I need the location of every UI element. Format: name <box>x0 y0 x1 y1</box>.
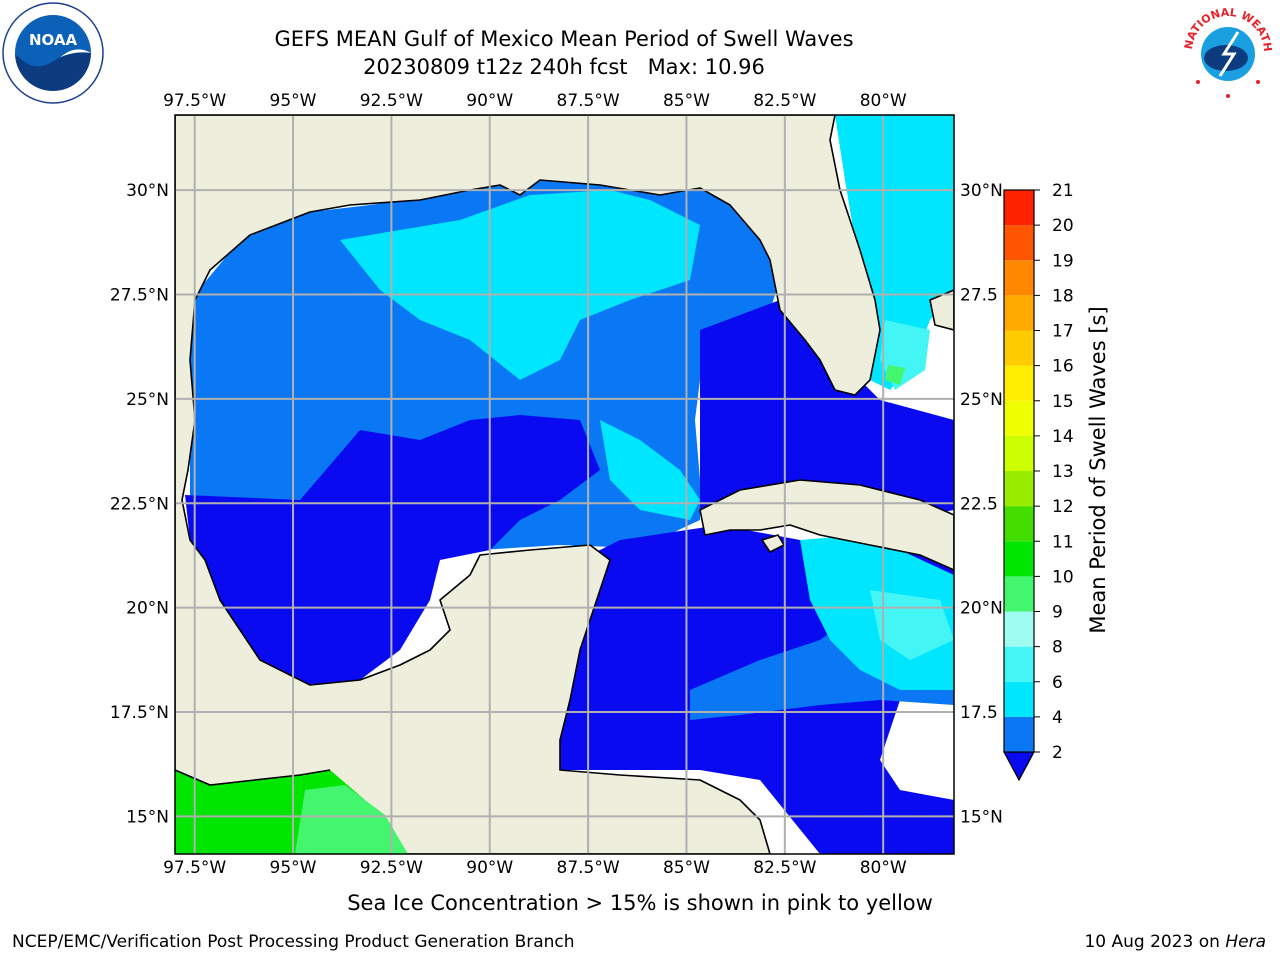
lat-label: 25°N <box>126 390 169 410</box>
lat-label: 22.5°N <box>110 494 169 514</box>
land-us-mexico <box>175 115 881 854</box>
lon-label: 82.5°W <box>753 91 816 111</box>
colorbar-tick-label: 15 <box>1052 392 1074 412</box>
colorbar-segment <box>1004 400 1034 436</box>
colorbar-tick-label: 8 <box>1052 638 1063 658</box>
field-4-6s-west <box>340 190 700 380</box>
lon-label: 82.5°W <box>753 858 816 878</box>
lat-label: 25°N <box>960 390 1003 410</box>
colorbar-label: Mean Period of Swell Waves [s] <box>1086 306 1110 633</box>
graticule <box>175 115 954 854</box>
colorbar-segment <box>1004 295 1034 331</box>
footer-credit: NCEP/EMC/Verification Post Processing Pr… <box>12 932 575 952</box>
noaa-logo: NOAA <box>2 2 104 104</box>
colorbar-extend-min <box>1002 751 1036 782</box>
colorbar-tick-label: 4 <box>1052 708 1063 728</box>
lat-label: 20°N <box>126 599 169 619</box>
nws-logo-icon: NATIONAL WEATHER SERVICE <box>1174 0 1276 100</box>
field-0-2s-north-gom <box>700 300 954 520</box>
field-6-8s <box>870 320 954 660</box>
lat-label: 15°N <box>960 807 1003 827</box>
lon-label: 92.5°W <box>360 91 423 111</box>
footer-date-text: 10 Aug 2023 on <box>1084 932 1226 952</box>
lon-labels-bottom: 97.5°W 95°W 92.5°W 90°W 87.5°W 85°W 82.5°W 80°W <box>163 858 907 878</box>
colorbar-segment <box>1004 435 1034 471</box>
lon-label: 97.5°W <box>163 91 226 111</box>
lat-label: 27.5°N <box>110 286 169 306</box>
lon-label: 87.5°W <box>557 858 620 878</box>
colorbar-tick-label: 17 <box>1052 322 1074 342</box>
lat-label: 30°N <box>126 181 169 201</box>
colorbar-segment <box>1004 576 1034 612</box>
colorbar-tick-label: 19 <box>1052 251 1074 271</box>
lon-label: 80°W <box>860 91 907 111</box>
field-9-10s <box>885 365 905 385</box>
field-4-6s-yucatan <box>600 420 700 520</box>
lon-label: 87.5°W <box>557 91 620 111</box>
colorbar-tick-label: 12 <box>1052 497 1074 517</box>
lat-label: 22.5 <box>960 494 998 514</box>
colorbar: 2 4 6 8 9 10 11 12 13 14 15 16 17 18 19 20 21 <box>1002 181 1074 782</box>
lat-labels-left: 30°N 27.5°N 25°N 22.5°N 20°N 17.5°N 15°N <box>110 181 169 827</box>
colorbar-tick-label: 13 <box>1052 462 1074 482</box>
colorbar-tick-label: 2 <box>1052 743 1063 763</box>
lat-label: 17.5°N <box>110 703 169 723</box>
lon-label: 90°W <box>466 858 513 878</box>
colorbar-segment <box>1004 471 1034 507</box>
lon-label: 97.5°W <box>163 858 226 878</box>
lat-label: 30°N <box>960 181 1003 201</box>
field-0-2s-south-gom <box>185 415 600 685</box>
colorbar-segment <box>1004 330 1034 366</box>
colorbar-tick-label: 16 <box>1052 357 1074 377</box>
lat-label: 27.5 <box>960 286 998 306</box>
caption: Sea Ice Concentration > 15% is shown in … <box>347 891 933 915</box>
land-bahamas <box>929 289 954 331</box>
lon-label: 95°W <box>270 858 317 878</box>
map-figure: 97.5°W 95°W 92.5°W 90°W 87.5°W 85°W 82.5°W 80°W… <box>110 91 1110 878</box>
map-frame <box>174 114 955 855</box>
lon-label: 90°W <box>466 91 513 111</box>
colorbar-segment <box>1004 681 1034 717</box>
colorbar-tick-label: 21 <box>1052 181 1074 201</box>
colorbar-tick-label: 6 <box>1052 673 1063 693</box>
colorbar-segment <box>1004 506 1034 542</box>
colorbar-tick-label: 18 <box>1052 286 1074 306</box>
footer-date: 10 Aug 2023 on Hera <box>1084 932 1266 952</box>
colorbar-segment <box>1004 611 1034 647</box>
colorbar-segment <box>1004 646 1034 682</box>
colorbar-segment <box>1004 365 1034 401</box>
colorbar-segment <box>1004 541 1034 577</box>
lon-label: 85°W <box>663 91 710 111</box>
colorbar-tick-label: 9 <box>1052 603 1063 623</box>
lon-label: 92.5°W <box>360 858 423 878</box>
lon-label: 95°W <box>270 91 317 111</box>
swell-period-field <box>175 115 954 854</box>
colorbar-segment <box>1004 190 1034 226</box>
colorbar-tick-label: 10 <box>1052 567 1074 587</box>
lon-labels-top: 97.5°W 95°W 92.5°W 90°W 87.5°W 85°W 82.5°W 80°W <box>163 91 907 111</box>
lat-label: 17.5 <box>960 703 998 723</box>
colorbar-segment <box>1004 716 1034 752</box>
chart-subtitle: 20230809 t12z 240h fcst Max: 10.96 <box>363 55 765 79</box>
pacific-field-overlay <box>175 769 408 854</box>
colorbar-segment <box>1004 225 1034 261</box>
noaa-logo-icon: NOAA <box>2 2 104 104</box>
nws-logo: NATIONAL WEATHER SERVICE <box>1174 0 1278 102</box>
lat-labels-right: 30°N 27.5 25°N 22.5 20°N 17.5 15°N <box>960 181 1003 827</box>
lat-label: 20°N <box>960 599 1003 619</box>
colorbar-segment <box>1004 260 1034 296</box>
lat-label: 15°N <box>126 807 169 827</box>
lon-label: 80°W <box>860 858 907 878</box>
colorbar-tick-label: 14 <box>1052 427 1074 447</box>
chart-title: GEFS MEAN Gulf of Mexico Mean Period of … <box>274 27 854 51</box>
footer-machine: Hera <box>1225 932 1266 952</box>
lon-label: 85°W <box>663 858 710 878</box>
colorbar-tick-label: 20 <box>1052 216 1074 236</box>
colorbar-tick-label: 11 <box>1052 532 1074 552</box>
noaa-logo-text: NOAA <box>29 31 78 49</box>
